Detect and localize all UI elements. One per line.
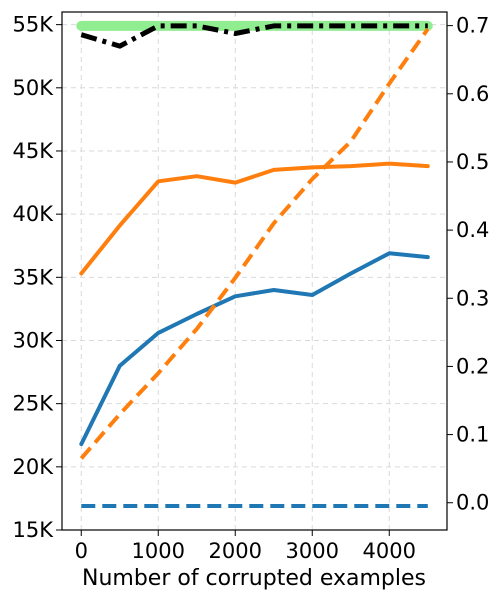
y-right-tick-label: 0.7 xyxy=(456,14,489,38)
x-tick-label: 1000 xyxy=(132,539,185,563)
x-tick-label: 2000 xyxy=(209,539,262,563)
x-axis-title: Number of corrupted examples xyxy=(82,566,426,591)
y-right-tick-label: 0.4 xyxy=(456,218,489,242)
y-left-tick-label: 35K xyxy=(13,265,55,289)
y-right-tick-label: 0.6 xyxy=(456,82,489,106)
x-tick-label: 3000 xyxy=(286,539,339,563)
y-left-tick-label: 50K xyxy=(13,76,55,100)
y-left-tick-label: 55K xyxy=(13,13,55,37)
y-right-tick-label: 0.2 xyxy=(456,354,489,378)
series-line-1 xyxy=(80,23,428,49)
x-tick-label: 0 xyxy=(75,539,88,563)
y-right-tick-label: 0.0 xyxy=(456,491,489,515)
series-line-2 xyxy=(79,161,430,276)
grid xyxy=(62,12,447,531)
series-layer xyxy=(76,20,433,508)
axes xyxy=(61,11,448,531)
y-right-tick-label: 0.3 xyxy=(456,286,489,310)
y-left-tick-label: 20K xyxy=(13,455,55,479)
series-line-3 xyxy=(79,251,430,447)
y-left-tick-label: 15K xyxy=(13,518,55,542)
y-right-tick-label: 0.5 xyxy=(456,150,489,174)
plot-frame xyxy=(61,11,448,531)
x-tick-label: 4000 xyxy=(363,539,416,563)
y-right-tick-label: 0.1 xyxy=(456,423,489,447)
y-left-tick-label: 25K xyxy=(13,392,55,416)
y-left-tick-label: 30K xyxy=(13,328,55,352)
y-left-tick-label: 40K xyxy=(13,202,55,226)
y-left-tick-label: 45K xyxy=(13,139,55,163)
series-line-5 xyxy=(79,27,430,460)
ticks: 0 1000 2000 3000 4000 15K 20K 25K 30K 35K 40K 45K 50… xyxy=(13,13,490,563)
